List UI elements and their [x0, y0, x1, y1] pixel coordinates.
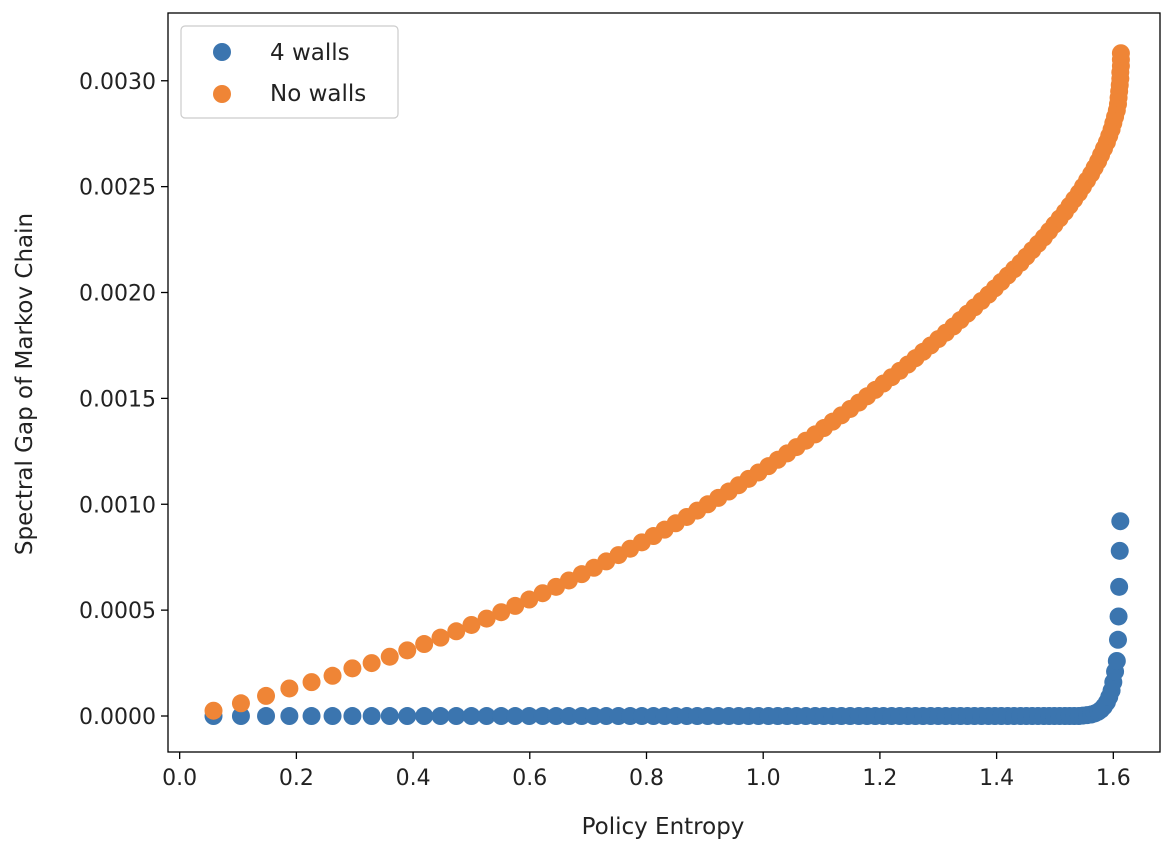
- point-4-walls: [231, 707, 250, 726]
- point-4-walls: [280, 707, 299, 726]
- point-no-walls: [398, 641, 417, 660]
- point-no-walls: [447, 622, 466, 641]
- point-4-walls: [447, 707, 466, 726]
- x-tick-label: 1.0: [746, 766, 781, 791]
- y-tick-label: 0.0010: [79, 493, 156, 518]
- x-tick-label: 0.2: [279, 766, 314, 791]
- x-tick-label: 0.6: [512, 766, 547, 791]
- point-4-walls: [1111, 512, 1130, 531]
- point-4-walls: [343, 707, 362, 726]
- point-no-walls: [231, 694, 250, 713]
- y-tick-label: 0.0005: [79, 599, 156, 624]
- point-4-walls: [398, 707, 417, 726]
- point-no-walls: [323, 666, 342, 685]
- point-no-walls: [492, 603, 511, 622]
- point-4-walls: [362, 707, 381, 726]
- point-4-walls: [1110, 541, 1129, 560]
- point-4-walls: [257, 707, 276, 726]
- point-4-walls: [323, 707, 342, 726]
- legend: 4 walls No walls: [180, 25, 399, 119]
- point-4-walls: [380, 707, 399, 726]
- point-4-walls: [462, 707, 481, 726]
- x-tick-label: 1.4: [979, 766, 1014, 791]
- point-4-walls: [302, 707, 321, 726]
- point-4-walls: [547, 707, 566, 726]
- point-4-walls: [492, 707, 511, 726]
- x-tick-label: 0.8: [629, 766, 664, 791]
- plot-area-frame: [167, 12, 1161, 753]
- point-4-walls: [559, 707, 578, 726]
- y-tick-label: 0.0015: [79, 387, 156, 412]
- point-4-walls: [520, 707, 539, 726]
- point-4-walls: [477, 707, 496, 726]
- legend-label-4-walls: 4 walls: [270, 40, 350, 66]
- point-no-walls: [431, 628, 450, 647]
- point-no-walls: [462, 615, 481, 634]
- y-tick-label: 0.0020: [79, 282, 156, 307]
- y-tick-label: 0.0030: [79, 70, 156, 95]
- point-4-walls: [431, 707, 450, 726]
- y-tick-label: 0.0025: [79, 176, 156, 201]
- x-axis-ticks: 0.0 0.2 0.4 0.6 0.8 1.0 1.2 1.4 1.6: [162, 752, 1131, 791]
- point-no-walls: [520, 590, 539, 609]
- point-4-walls: [1110, 577, 1129, 596]
- point-no-walls: [1111, 44, 1130, 63]
- point-4-walls: [1109, 607, 1128, 626]
- point-4-walls: [415, 707, 434, 726]
- point-no-walls: [533, 584, 552, 603]
- point-no-walls: [380, 647, 399, 666]
- x-tick-label: 0.0: [162, 766, 197, 791]
- x-axis-label: Policy Entropy: [582, 814, 745, 840]
- data-points: [204, 44, 1130, 726]
- point-no-walls: [257, 686, 276, 705]
- legend-marker-4-walls: [213, 43, 231, 61]
- point-no-walls: [415, 635, 434, 654]
- x-tick-label: 1.2: [862, 766, 897, 791]
- legend-box: [180, 25, 399, 119]
- point-no-walls: [280, 679, 299, 698]
- y-tick-label: 0.0000: [79, 705, 156, 730]
- point-no-walls: [302, 673, 321, 692]
- point-4-walls: [1108, 630, 1127, 649]
- point-no-walls: [477, 609, 496, 628]
- point-no-walls: [362, 654, 381, 673]
- point-no-walls: [506, 596, 525, 615]
- legend-label-no-walls: No walls: [270, 81, 366, 107]
- point-no-walls: [343, 659, 362, 678]
- point-4-walls: [533, 707, 552, 726]
- point-no-walls: [204, 701, 223, 720]
- legend-marker-no-walls: [213, 85, 231, 103]
- y-axis-label: Spectral Gap of Markov Chain: [12, 213, 38, 555]
- point-4-walls: [1107, 651, 1126, 670]
- x-tick-label: 1.6: [1096, 766, 1131, 791]
- x-tick-label: 0.4: [396, 766, 431, 791]
- y-axis-ticks: 0.0000 0.0005 0.0010 0.0015 0.0020 0.0025 0.00…: [79, 70, 168, 730]
- point-4-walls: [506, 707, 525, 726]
